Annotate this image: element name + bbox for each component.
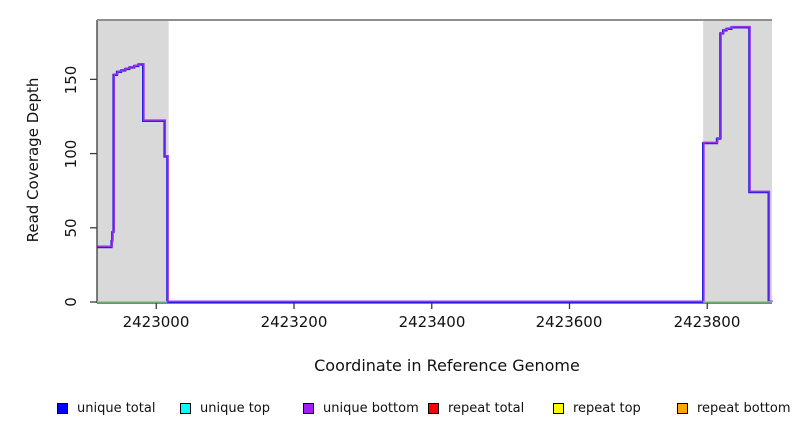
y-tick-label: 100 [62,139,80,169]
repeat-total-swatch-icon [428,402,439,414]
legend-label: repeat total [448,400,525,416]
unique-coverage-line-purple [97,25,773,302]
x-tick-label: 2423800 [673,313,741,331]
legend-label: repeat top [573,400,641,416]
legend-item-unique-top: unique top [180,398,270,418]
unique-coverage-line-blue [97,26,772,304]
x-tick-label: 2423000 [122,313,190,331]
legend-item-unique-total: unique total [57,398,155,418]
legend-item-repeat-total: repeat total [428,398,524,418]
legend-item-repeat-bottom: repeat bottom [677,398,791,418]
shaded-repeat-region [97,20,169,303]
legend-label: unique total [77,400,156,416]
y-tick-label: 50 [62,218,80,238]
legend-item-unique-bottom: unique bottom [303,398,419,418]
repeat-top-swatch-icon [553,402,564,414]
legend-label: repeat bottom [697,400,791,416]
y-tick-label: 0 [62,297,80,307]
x-tick-label: 2423600 [535,313,603,331]
legend-label: unique top [200,400,271,416]
x-tick-label: 2423200 [260,313,328,331]
legend-item-repeat-top: repeat top [553,398,641,418]
unique-top-swatch-icon [180,402,191,414]
x-axis-title: Coordinate in Reference Genome [314,356,580,375]
y-axis-title: Read Coverage Depth [24,77,42,243]
x-tick-label: 2423400 [398,313,466,331]
legend: unique total unique top unique bottom re… [0,398,792,422]
repeat-bottom-swatch-icon [677,402,688,414]
shaded-repeat-region [703,20,772,303]
unique-bottom-swatch-icon [303,402,314,414]
legend-label: unique bottom [323,400,419,416]
unique-total-swatch-icon [57,402,68,414]
y-tick-label: 150 [62,65,80,95]
